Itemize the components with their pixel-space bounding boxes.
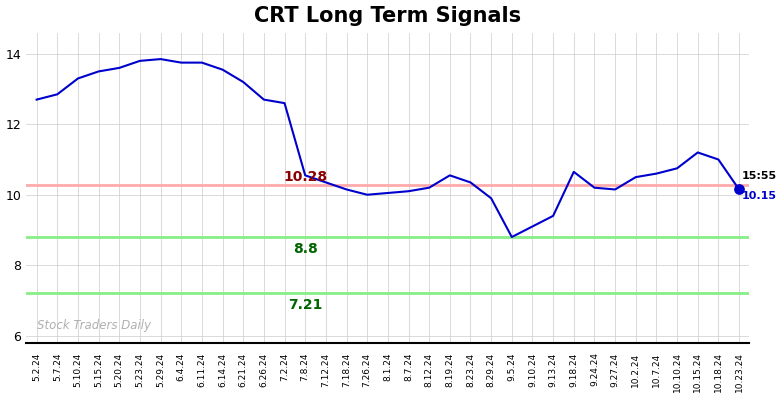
Text: 10.15: 10.15	[742, 191, 777, 201]
Point	[733, 186, 746, 193]
Text: 10.28: 10.28	[283, 170, 327, 183]
Text: 15:55: 15:55	[742, 171, 777, 181]
Text: 7.21: 7.21	[288, 298, 322, 312]
Text: Stock Traders Daily: Stock Traders Daily	[37, 319, 151, 332]
Title: CRT Long Term Signals: CRT Long Term Signals	[254, 6, 521, 25]
Text: 8.8: 8.8	[293, 242, 318, 256]
